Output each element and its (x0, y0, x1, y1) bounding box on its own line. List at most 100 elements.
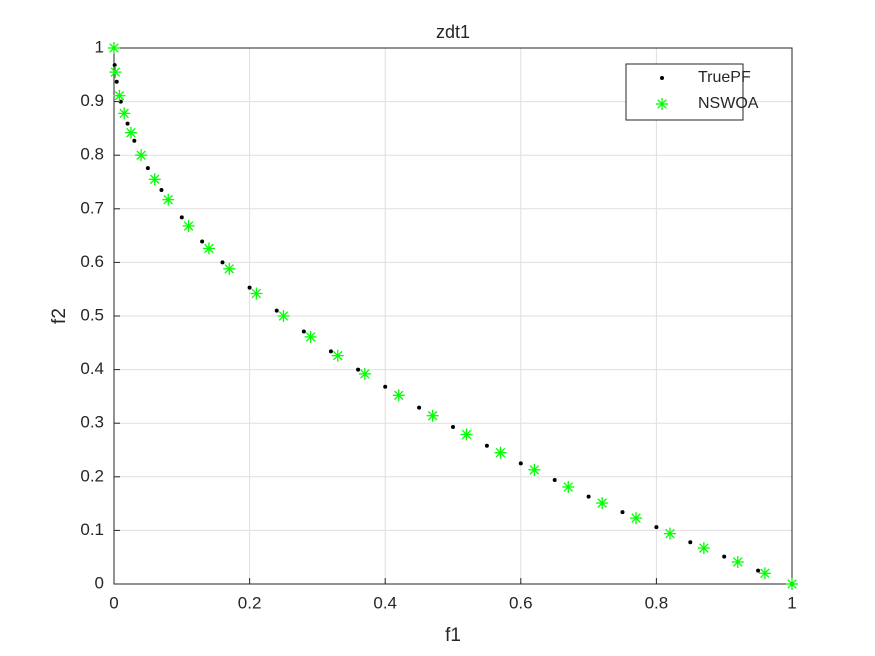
point (358, 367, 371, 380)
point (148, 173, 161, 186)
asterisk-stroke (204, 243, 214, 254)
point (182, 219, 195, 232)
x-tick-label: 0.8 (645, 593, 669, 612)
y-axis-label: f2 (49, 308, 70, 324)
asterisk-stroke (733, 557, 743, 567)
point (786, 578, 798, 590)
point (108, 42, 120, 54)
y-tick-label: 0.8 (80, 145, 104, 164)
point (688, 540, 693, 545)
point (722, 554, 727, 559)
point (356, 367, 361, 372)
y-tick-label: 0 (95, 573, 104, 592)
x-tick-label: 0 (109, 593, 118, 612)
point (132, 138, 137, 143)
asterisk-stroke (126, 127, 136, 138)
x-tick-label: 0.4 (373, 593, 397, 612)
x-tick-label: 1 (787, 593, 796, 612)
point (656, 98, 668, 110)
asterisk-stroke (278, 311, 289, 321)
chart-title: zdt1 (436, 22, 470, 42)
point (417, 405, 422, 410)
point (135, 149, 148, 162)
y-tick-label: 0.9 (80, 91, 104, 110)
point (304, 330, 317, 343)
point (392, 389, 405, 402)
y-tick-label: 0.2 (80, 466, 104, 485)
asterisk-stroke (183, 221, 194, 231)
point (494, 446, 507, 459)
point (301, 329, 306, 334)
legend-label: TruePF (698, 69, 751, 86)
point (528, 463, 541, 476)
point (109, 66, 122, 79)
series (108, 42, 798, 590)
x-tick-label: 0.6 (509, 593, 533, 612)
point (328, 349, 333, 354)
asterisk-stroke (699, 543, 709, 553)
point (274, 308, 279, 313)
point (426, 409, 439, 422)
asterisk-stroke (657, 99, 667, 109)
point (484, 443, 489, 448)
point (731, 556, 744, 569)
x-tick-label: 0.2 (238, 593, 262, 612)
point (145, 166, 150, 171)
y-tick-label: 0.7 (80, 198, 104, 217)
point (250, 287, 263, 300)
point (113, 89, 126, 102)
asterisk-stroke (529, 465, 540, 475)
y-tick-label: 0.6 (80, 252, 104, 271)
point (112, 63, 117, 68)
point (331, 349, 344, 362)
point (663, 527, 676, 540)
point (562, 480, 575, 493)
y-tick-label: 0.1 (80, 520, 104, 539)
asterisk-stroke (114, 90, 125, 101)
point (114, 79, 119, 84)
point (247, 285, 252, 290)
y-tick-label: 0.3 (80, 413, 104, 432)
point (620, 510, 625, 515)
asterisk-stroke (665, 528, 675, 539)
asterisk-stroke (360, 369, 370, 379)
asterisk-stroke (787, 579, 797, 589)
asterisk-stroke (332, 350, 343, 361)
asterisk-stroke (760, 568, 770, 579)
asterisk-stroke (427, 410, 438, 421)
point (756, 568, 761, 573)
point (277, 310, 290, 322)
point (383, 384, 388, 389)
point (596, 497, 609, 510)
point (118, 107, 131, 120)
x-axis-label: f1 (445, 625, 461, 646)
point (518, 461, 523, 466)
series (112, 63, 794, 586)
y-tick-label: 0.4 (80, 359, 104, 378)
legend: TruePF NSWOA (625, 63, 759, 121)
asterisk-stroke (109, 43, 119, 53)
point (125, 121, 130, 126)
point (586, 494, 591, 499)
asterisk-stroke (119, 108, 129, 119)
point (220, 260, 225, 265)
legend-box (625, 63, 744, 121)
point (162, 193, 175, 206)
asterisk-stroke (305, 332, 316, 342)
legend-label: NSWOA (698, 95, 759, 112)
point (200, 239, 205, 244)
point (159, 188, 164, 193)
point (124, 126, 137, 139)
point (697, 542, 710, 555)
point (179, 215, 184, 220)
point (630, 512, 643, 525)
asterisk-stroke (224, 264, 235, 274)
asterisk-stroke (110, 67, 121, 77)
point (660, 76, 664, 80)
asterisk-stroke (394, 390, 404, 401)
point (451, 424, 455, 429)
y-tick-label: 1 (95, 37, 104, 56)
point (223, 262, 236, 275)
asterisk-stroke (631, 513, 641, 523)
